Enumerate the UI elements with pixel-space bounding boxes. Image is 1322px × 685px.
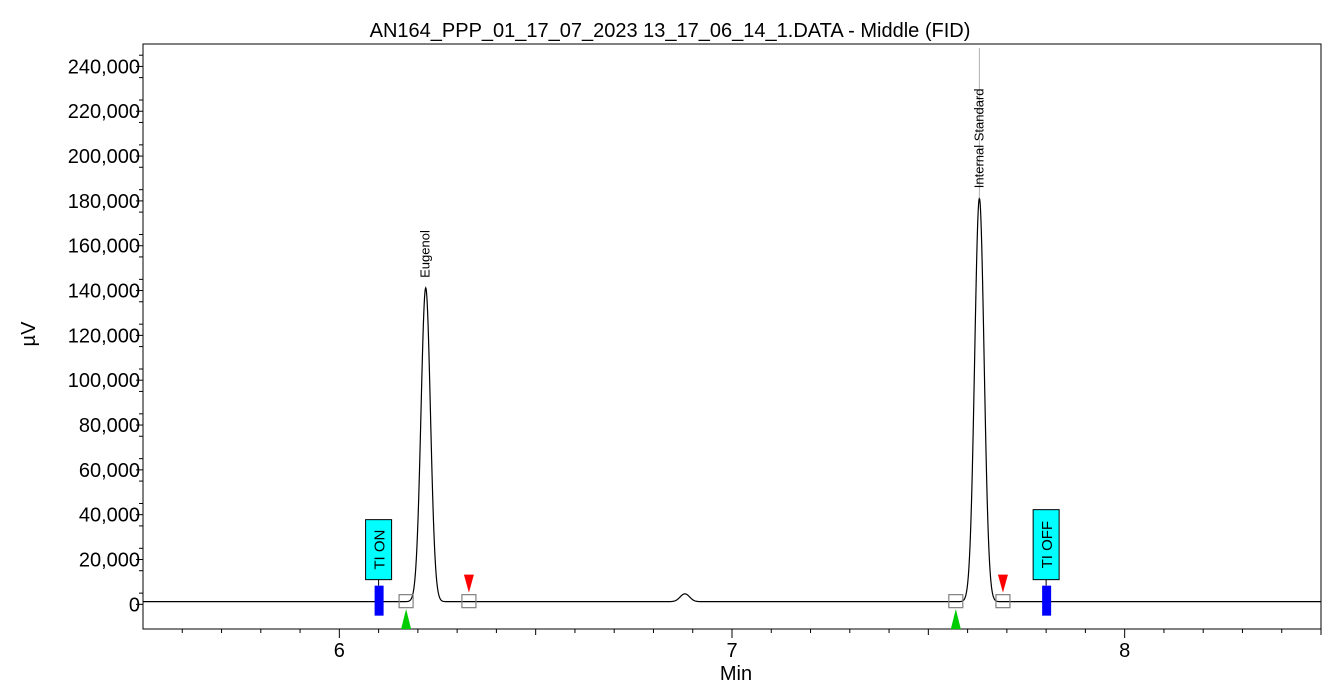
x-tick-label: 6 bbox=[334, 640, 345, 662]
event-box bbox=[1032, 509, 1060, 581]
y-tick-label: 80,000 bbox=[79, 415, 140, 437]
event-label: TI OFF bbox=[1039, 521, 1056, 569]
y-axis-label: µV bbox=[18, 321, 40, 347]
x-axis-label: Min bbox=[720, 663, 752, 685]
peak-end-square bbox=[461, 594, 477, 609]
y-tick-label: 20,000 bbox=[79, 550, 140, 572]
peak-end-square bbox=[995, 594, 1011, 609]
plot-frame bbox=[142, 43, 1322, 630]
x-tick-label: 7 bbox=[726, 640, 737, 662]
y-tick-label: 240,000 bbox=[68, 56, 140, 78]
integration-markers bbox=[398, 574, 1011, 629]
event-bar bbox=[374, 585, 384, 616]
y-tick-label: 120,000 bbox=[68, 325, 140, 347]
chart-title: AN164_PPP_01_17_07_2023 13_17_06_14_1.DA… bbox=[370, 20, 971, 42]
y-tick-label: 0 bbox=[129, 594, 140, 616]
peak-start-square bbox=[398, 594, 414, 609]
x-tick-label: 8 bbox=[1119, 640, 1130, 662]
peak-label: Eugenol bbox=[418, 230, 433, 278]
peak-end-marker bbox=[463, 574, 474, 593]
event-bar bbox=[1042, 585, 1052, 616]
y-tick-label: 40,000 bbox=[79, 505, 140, 527]
peak-labels: Eugenol Internal Standard bbox=[418, 48, 986, 278]
y-tick-label: 200,000 bbox=[68, 146, 140, 168]
peak-start-marker bbox=[401, 609, 412, 629]
chromatogram-trace bbox=[143, 195, 1321, 603]
peak-start-marker bbox=[950, 609, 961, 629]
y-tick-label: 220,000 bbox=[68, 101, 140, 123]
event-label: TI ON bbox=[372, 530, 389, 570]
peak-end-marker bbox=[997, 574, 1008, 593]
y-tick-label: 160,000 bbox=[68, 236, 140, 258]
y-tick-label: 140,000 bbox=[68, 281, 140, 303]
x-axis-ticks: 6 7 8 bbox=[181, 629, 1322, 662]
y-tick-label: 100,000 bbox=[68, 370, 140, 392]
y-tick-label: 180,000 bbox=[68, 191, 140, 213]
y-axis-ticks: 0 20,000 40,000 60,000 80,000 100,000 120,000 1… bbox=[68, 54, 143, 616]
peak-start-square bbox=[948, 594, 964, 609]
y-tick-label: 60,000 bbox=[79, 460, 140, 482]
trace-group bbox=[143, 195, 1321, 603]
peak-label: Internal Standard bbox=[971, 88, 986, 188]
timed-events: TI ON TI OFF bbox=[365, 509, 1060, 616]
event-box bbox=[365, 519, 393, 581]
